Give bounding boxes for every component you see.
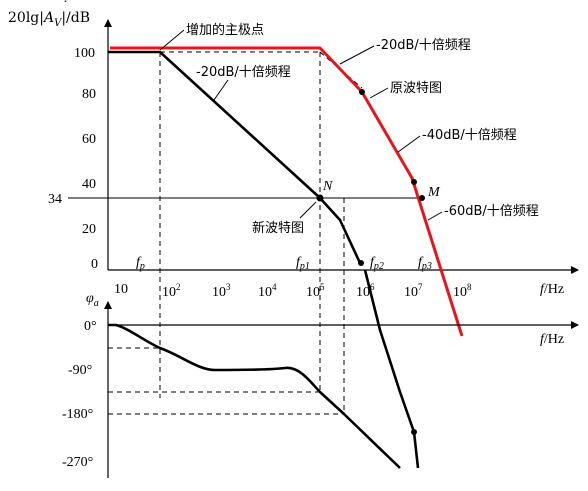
slope-20-black-leader [213, 79, 229, 101]
original-char-annotation: 原波特图 [390, 81, 442, 96]
y-tick-60: 60 [82, 132, 96, 147]
phase-tick-0: 0° [84, 319, 97, 334]
phase-axis-label: φa [86, 291, 99, 309]
magnitude-x-axis-label: f/Hz [540, 282, 564, 297]
fp3-label: fp3 [418, 255, 432, 272]
x-tick-1e7: 107 [404, 282, 423, 300]
x-tick-1e8: 108 [453, 282, 472, 300]
y-tick-80: 80 [82, 87, 96, 102]
fp2-label: fp2 [370, 255, 384, 272]
original-char-leader [369, 87, 389, 99]
point-red-lower [411, 179, 417, 185]
point-red-knee [359, 89, 365, 95]
new-char-leader [299, 201, 317, 219]
new-bode-curve [108, 50, 362, 264]
added-pole-leader [159, 29, 185, 51]
magnitude-plot: 20lg|AV|/dB ˙ 100 80 60 40 34 20 0 10 10… [8, 0, 579, 414]
phase-plot: φa 0° -90° -180° -270° f/Hz [62, 269, 579, 478]
y-tick-40: 40 [82, 177, 96, 192]
phase-tick-180: -180° [62, 407, 93, 422]
phase-x-axis-label: f/Hz [540, 332, 564, 347]
fp1-label: fp1 [296, 255, 310, 272]
y-tick-100: 100 [74, 46, 95, 61]
point-fp2-marker [358, 260, 364, 266]
slope-20-black-annotation: -20dB/十倍频程 [196, 65, 291, 80]
phase-tick-270: -270° [62, 455, 93, 470]
x-tick-1e1: 10 [114, 282, 128, 297]
added-pole-annotation: 增加的主极点 [186, 22, 264, 38]
x-tick-1e5: 105 [306, 282, 325, 300]
fp-label: fp [136, 255, 145, 272]
magnitude-axis-label: 20lg|AV|/dB [8, 10, 90, 29]
slope-20-red-annotation: -20dB/十倍频程 [376, 38, 471, 53]
x-tick-1e2: 102 [162, 282, 181, 300]
point-M-label: M [427, 185, 441, 200]
y-tick-34: 34 [48, 192, 62, 207]
slope-40-leader [397, 135, 421, 153]
slope-20-red-leader [339, 45, 375, 65]
y-tick-0: 0 [91, 257, 98, 272]
new-char-annotation: 新波特图 [252, 220, 304, 236]
x-tick-1e4: 104 [258, 282, 277, 300]
a-dot-accent: ˙ [62, 0, 69, 15]
phase-point [411, 429, 417, 435]
slope-40-annotation: -40dB/十倍频程 [422, 128, 517, 143]
new-phase-curve [363, 269, 420, 469]
y-tick-20: 20 [82, 222, 96, 237]
slope-60-leader [427, 211, 443, 221]
x-tick-1e6: 106 [356, 282, 375, 300]
point-N-marker [316, 194, 324, 202]
point-N-label: N [322, 179, 333, 194]
original-phase-curve [108, 323, 401, 469]
phase-tick-90: -90° [68, 363, 92, 378]
point-M-marker [419, 195, 425, 201]
slope-60-annotation: -60dB/十倍频程 [444, 204, 539, 219]
x-tick-1e3: 103 [212, 282, 231, 300]
